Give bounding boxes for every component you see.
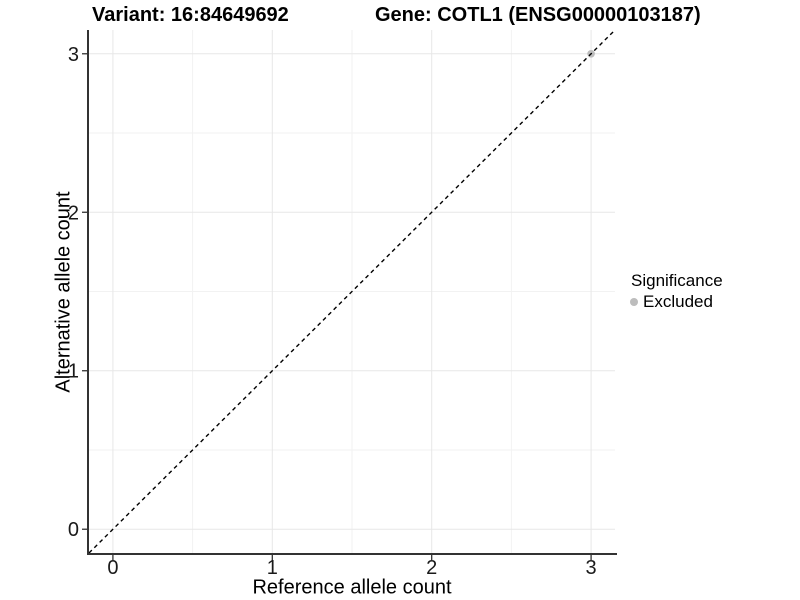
x-tick-label: 3 [586, 557, 597, 579]
plot-title-gene: Gene: COTL1 (ENSG00000103187) [375, 4, 701, 26]
identity-line [88, 29, 616, 554]
y-tick-label: 3 [68, 44, 79, 66]
legend: Significance Excluded [630, 271, 723, 312]
legend-item-label: Excluded [643, 292, 713, 311]
y-tick-label: 1 [68, 361, 79, 383]
legend-item-excluded: Excluded [630, 292, 723, 312]
y-tick-label: 2 [68, 202, 79, 224]
y-axis-title: Alternative allele count [52, 191, 75, 393]
excluded-point-icon [630, 298, 638, 306]
legend-title: Significance [631, 271, 723, 290]
x-tick-label: 1 [267, 557, 278, 579]
x-axis-title: Reference allele count [252, 576, 452, 599]
plot-title-variant: Variant: 16:84649692 [92, 4, 289, 26]
y-tick-label: 0 [68, 519, 79, 541]
x-tick-label: 2 [426, 557, 437, 579]
x-tick-label: 0 [107, 557, 118, 579]
